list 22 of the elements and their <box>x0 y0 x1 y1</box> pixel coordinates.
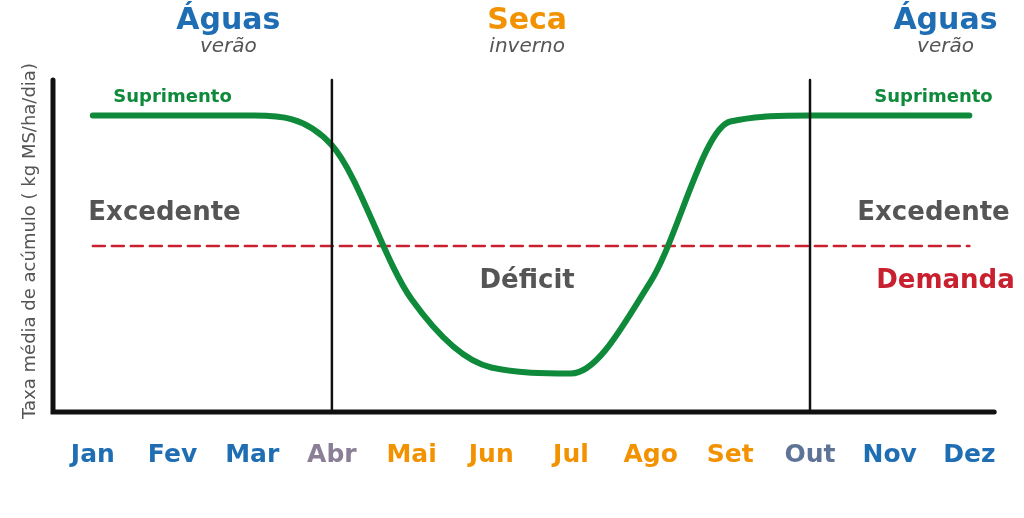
text: Suprimento <box>874 85 993 107</box>
annotation: Excedente <box>857 196 1010 227</box>
x-tick-label: Ago <box>623 438 678 468</box>
x-tick-label: Set <box>706 438 754 468</box>
text: Seca inverno <box>487 0 568 57</box>
annotation: Excedente <box>88 196 241 227</box>
text: Águas verão <box>893 0 998 57</box>
x-tick-label: Fev <box>147 438 198 468</box>
x-tick-label: Abr <box>307 438 358 468</box>
annotation: Déficit <box>479 264 575 295</box>
x-tick-label: Jul <box>551 438 589 468</box>
x-tick-label: Jun <box>466 438 514 468</box>
x-tick-label: Nov <box>862 438 917 468</box>
x-tick-label: Jan <box>68 438 115 468</box>
x-tick-label: Out <box>784 438 836 468</box>
text: Águas verão <box>176 0 281 57</box>
x-tick-label: Dez <box>943 438 996 468</box>
series-label: Demanda <box>876 264 1015 295</box>
x-tick-label: Mai <box>386 438 437 468</box>
series-label: Suprimento <box>113 85 232 107</box>
x-tick-label: Mar <box>225 438 280 468</box>
y-axis-title: Taxa média de acúmulo ( kg MS/ha/dia) <box>17 63 39 420</box>
